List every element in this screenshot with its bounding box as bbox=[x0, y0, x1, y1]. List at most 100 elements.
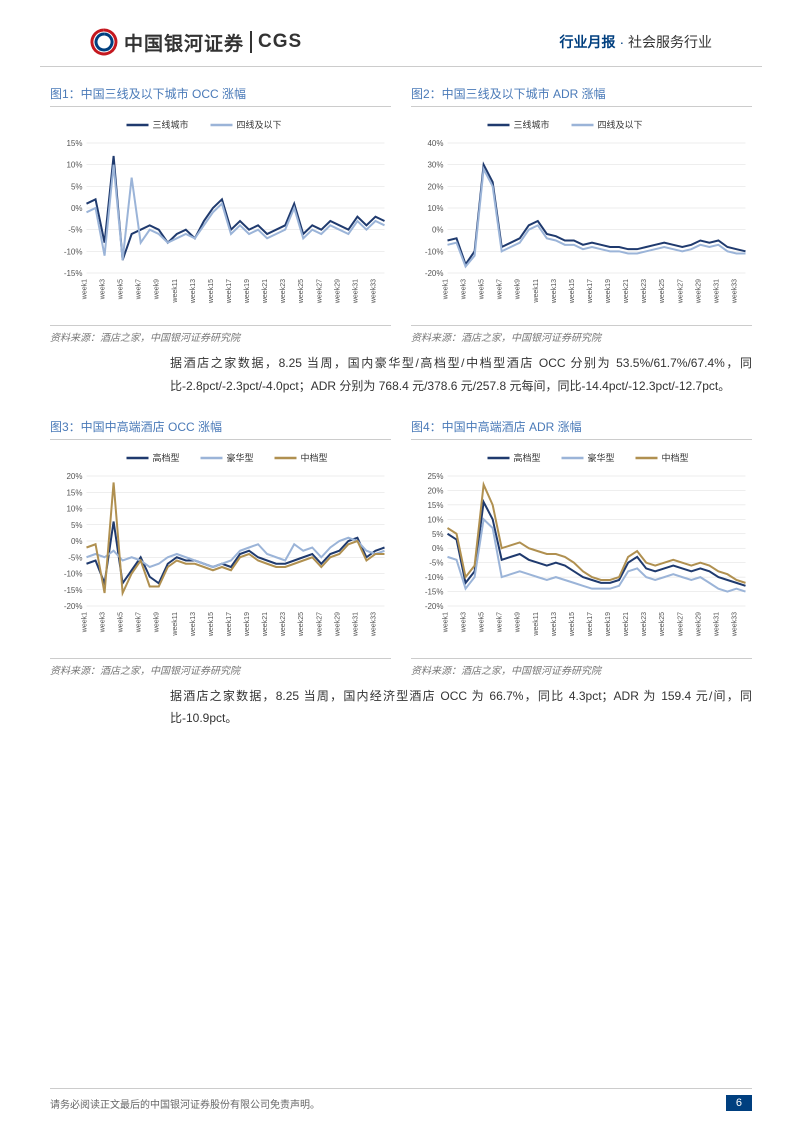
footer: 请务必阅读正文最后的中国银河证券股份有限公司免责声明。 6 bbox=[50, 1088, 752, 1111]
svg-text:中档型: 中档型 bbox=[662, 452, 689, 463]
svg-text:20%: 20% bbox=[427, 486, 443, 495]
page-number: 6 bbox=[726, 1095, 752, 1111]
svg-text:week11: week11 bbox=[172, 279, 179, 304]
svg-text:-20%: -20% bbox=[425, 602, 444, 611]
svg-text:中档型: 中档型 bbox=[301, 452, 328, 463]
logo-icon bbox=[90, 28, 118, 56]
svg-text:10%: 10% bbox=[427, 515, 443, 524]
svg-text:三线城市: 三线城市 bbox=[514, 119, 550, 130]
svg-text:-20%: -20% bbox=[425, 269, 444, 278]
svg-text:week29: week29 bbox=[334, 612, 341, 637]
svg-text:5%: 5% bbox=[71, 520, 83, 529]
chart-row-2: 图3：中国中高端酒店 OCC 涨幅高档型豪华型中档型-20%-15%-10%-5… bbox=[50, 418, 752, 677]
svg-text:week25: week25 bbox=[298, 612, 305, 637]
svg-text:week15: week15 bbox=[208, 279, 215, 304]
chart-1: 图1：中国三线及以下城市 OCC 涨幅三线城市四线及以下-15%-10%-5%0… bbox=[50, 85, 391, 344]
svg-text:week3: week3 bbox=[461, 279, 468, 300]
svg-text:四线及以下: 四线及以下 bbox=[237, 119, 282, 130]
content: 图1：中国三线及以下城市 OCC 涨幅三线城市四线及以下-15%-10%-5%0… bbox=[0, 67, 802, 730]
svg-text:-5%: -5% bbox=[429, 558, 443, 567]
svg-text:week31: week31 bbox=[713, 612, 720, 637]
svg-text:week25: week25 bbox=[659, 279, 666, 304]
svg-text:week25: week25 bbox=[298, 279, 305, 304]
svg-text:week15: week15 bbox=[569, 279, 576, 304]
svg-text:week7: week7 bbox=[136, 279, 143, 300]
svg-text:week13: week13 bbox=[190, 612, 197, 637]
svg-text:week21: week21 bbox=[623, 279, 630, 304]
svg-text:week31: week31 bbox=[352, 612, 359, 637]
svg-text:15%: 15% bbox=[66, 488, 82, 497]
svg-text:0%: 0% bbox=[71, 204, 83, 213]
paragraph-2: 据酒店之家数据，8.25 当周，国内经济型酒店 OCC 为 66.7%，同比 4… bbox=[50, 685, 752, 731]
svg-text:-15%: -15% bbox=[64, 585, 83, 594]
svg-text:week23: week23 bbox=[280, 612, 287, 637]
svg-text:5%: 5% bbox=[432, 529, 444, 538]
svg-text:week23: week23 bbox=[280, 279, 287, 304]
svg-text:-15%: -15% bbox=[425, 587, 444, 596]
svg-text:-10%: -10% bbox=[425, 573, 444, 582]
svg-text:week21: week21 bbox=[262, 612, 269, 637]
svg-text:-10%: -10% bbox=[64, 247, 83, 256]
svg-text:week33: week33 bbox=[370, 612, 377, 637]
svg-text:week13: week13 bbox=[551, 279, 558, 304]
svg-text:week17: week17 bbox=[226, 612, 233, 637]
svg-text:10%: 10% bbox=[66, 504, 82, 513]
svg-text:week1: week1 bbox=[82, 279, 89, 300]
svg-text:week27: week27 bbox=[316, 279, 323, 304]
svg-text:week7: week7 bbox=[497, 611, 504, 632]
svg-text:20%: 20% bbox=[66, 472, 82, 481]
svg-text:week31: week31 bbox=[352, 279, 359, 304]
svg-text:week15: week15 bbox=[208, 612, 215, 637]
svg-text:高档型: 高档型 bbox=[153, 452, 180, 463]
svg-text:week11: week11 bbox=[533, 279, 540, 304]
svg-text:豪华型: 豪华型 bbox=[227, 452, 254, 463]
chart-3: 图3：中国中高端酒店 OCC 涨幅高档型豪华型中档型-20%-15%-10%-5… bbox=[50, 418, 391, 677]
chart-2: 图2：中国三线及以下城市 ADR 涨幅三线城市四线及以下-20%-10%0%10… bbox=[411, 85, 752, 344]
svg-text:week29: week29 bbox=[695, 612, 702, 637]
svg-text:-5%: -5% bbox=[68, 226, 82, 235]
svg-text:week13: week13 bbox=[190, 279, 197, 304]
svg-text:-10%: -10% bbox=[64, 569, 83, 578]
svg-text:三线城市: 三线城市 bbox=[153, 119, 189, 130]
svg-text:week25: week25 bbox=[659, 612, 666, 637]
svg-text:week11: week11 bbox=[533, 611, 540, 636]
svg-text:week27: week27 bbox=[677, 279, 684, 304]
header: 中国银河证券 CGS 行业月报 · 社会服务行业 bbox=[40, 0, 762, 67]
svg-text:week33: week33 bbox=[731, 612, 738, 637]
svg-text:week17: week17 bbox=[587, 279, 594, 304]
svg-text:15%: 15% bbox=[427, 500, 443, 509]
logo: 中国银河证券 CGS bbox=[90, 28, 302, 56]
chart-4: 图4：中国中高端酒店 ADR 涨幅高档型豪华型中档型-20%-15%-10%-5… bbox=[411, 418, 752, 677]
svg-text:week13: week13 bbox=[551, 612, 558, 637]
svg-text:week1: week1 bbox=[443, 611, 450, 632]
svg-text:week5: week5 bbox=[118, 611, 125, 632]
svg-text:week23: week23 bbox=[641, 612, 648, 637]
svg-text:week3: week3 bbox=[100, 279, 107, 300]
svg-text:5%: 5% bbox=[71, 182, 83, 191]
svg-text:week5: week5 bbox=[479, 611, 486, 632]
svg-text:week19: week19 bbox=[244, 279, 251, 304]
chart-row-1: 图1：中国三线及以下城市 OCC 涨幅三线城市四线及以下-15%-10%-5%0… bbox=[50, 85, 752, 344]
svg-text:0%: 0% bbox=[432, 544, 444, 553]
svg-text:week5: week5 bbox=[118, 279, 125, 300]
svg-text:week17: week17 bbox=[226, 279, 233, 304]
svg-text:week27: week27 bbox=[316, 612, 323, 637]
paragraph-1: 据酒店之家数据，8.25 当周，国内豪华型/高档型/中档型酒店 OCC 分别为 … bbox=[50, 352, 752, 398]
svg-text:10%: 10% bbox=[427, 204, 443, 213]
svg-text:week15: week15 bbox=[569, 612, 576, 637]
svg-text:week1: week1 bbox=[443, 279, 450, 300]
svg-text:week17: week17 bbox=[587, 612, 594, 637]
svg-text:week33: week33 bbox=[731, 279, 738, 304]
svg-text:week27: week27 bbox=[677, 612, 684, 637]
svg-text:week19: week19 bbox=[605, 279, 612, 304]
svg-text:豪华型: 豪华型 bbox=[588, 452, 615, 463]
svg-text:week5: week5 bbox=[479, 279, 486, 300]
svg-text:10%: 10% bbox=[66, 161, 82, 170]
svg-text:week9: week9 bbox=[154, 279, 161, 300]
svg-text:week7: week7 bbox=[136, 611, 143, 632]
svg-text:week3: week3 bbox=[100, 611, 107, 632]
svg-text:week3: week3 bbox=[461, 611, 468, 632]
svg-text:30%: 30% bbox=[427, 161, 443, 170]
svg-text:week9: week9 bbox=[515, 611, 522, 632]
svg-text:0%: 0% bbox=[71, 537, 83, 546]
